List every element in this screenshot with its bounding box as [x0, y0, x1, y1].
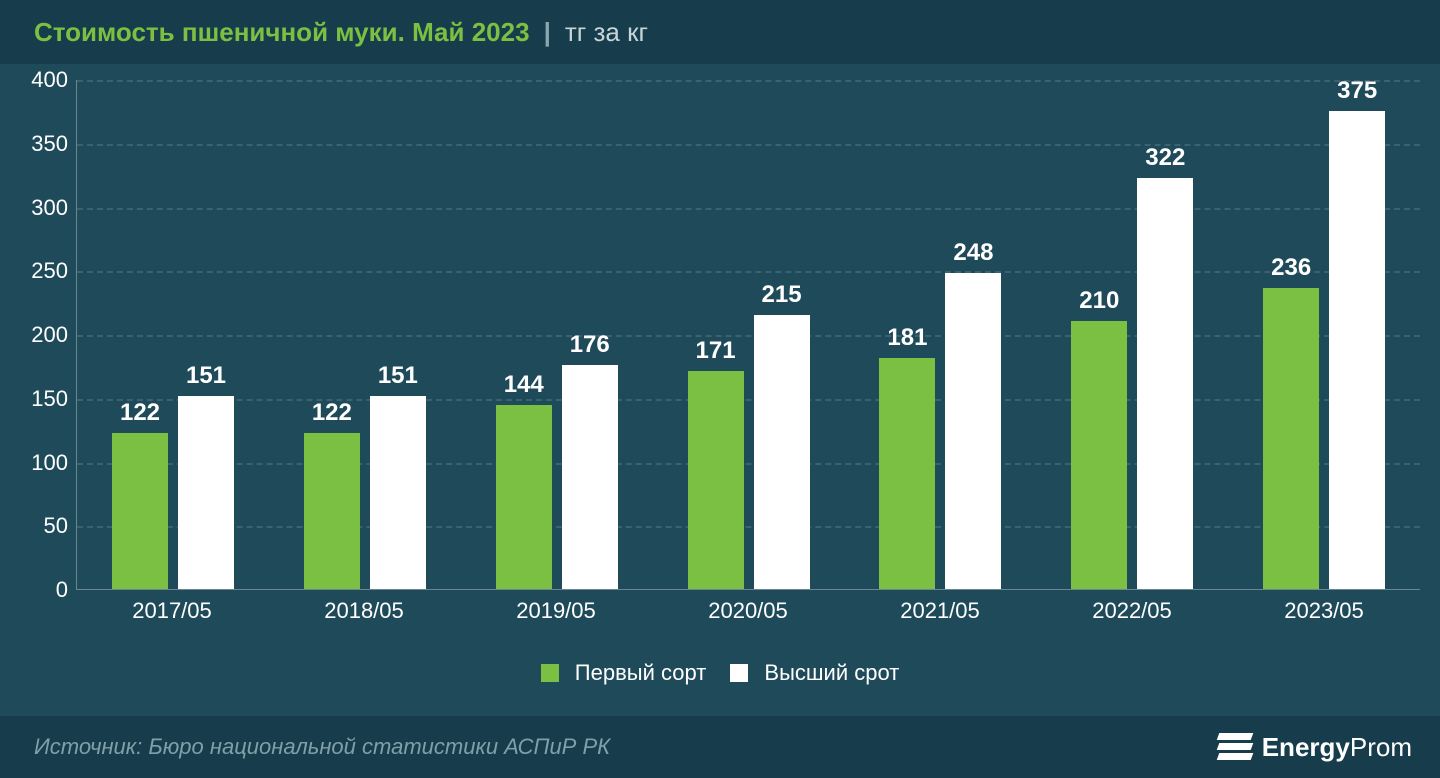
bar-value-label: 144 [496, 371, 552, 399]
x-axis-label: 2022/05 [1036, 598, 1228, 638]
x-axis-label: 2023/05 [1228, 598, 1420, 638]
bar-value-label: 171 [688, 337, 744, 365]
legend-label-a: Первый сорт [575, 660, 707, 685]
x-axis-label: 2021/05 [844, 598, 1036, 638]
bar-group: 122151 [269, 80, 461, 589]
chart-footer: Источник: Бюро национальной статистики А… [0, 716, 1440, 778]
legend-item-series-a: Первый сорт [541, 660, 707, 686]
bar-value-label: 236 [1263, 254, 1319, 282]
bar-value-label: 151 [178, 362, 234, 390]
brand-logo-bold: Energy [1262, 732, 1350, 762]
y-axis-tick: 400 [8, 67, 68, 93]
bar-value-label: 151 [370, 362, 426, 390]
plot-region: 1221511221511441761712151812482103222363… [76, 80, 1420, 590]
bar: 210 [1071, 321, 1127, 589]
chart-legend: Первый сорт Высший срот [0, 660, 1440, 686]
bar: 215 [754, 315, 810, 589]
chart-title-main: Стоимость пшеничной муки. Май 2023 [34, 17, 530, 48]
y-axis-tick: 350 [8, 131, 68, 157]
bar-value-label: 375 [1329, 77, 1385, 105]
y-axis-tick: 200 [8, 322, 68, 348]
bar: 122 [112, 433, 168, 589]
bar: 176 [562, 365, 618, 589]
y-axis-tick: 150 [8, 386, 68, 412]
bar: 236 [1263, 288, 1319, 589]
legend-swatch-b [730, 664, 748, 682]
bar-value-label: 248 [945, 239, 1001, 267]
x-axis-label: 2020/05 [652, 598, 844, 638]
y-axis-tick: 0 [8, 577, 68, 603]
bar-group: 181248 [844, 80, 1036, 589]
bar-group: 144176 [461, 80, 653, 589]
brand-logo-thin: Prom [1350, 732, 1412, 762]
bar: 151 [178, 396, 234, 589]
bar-group: 236375 [1228, 80, 1420, 589]
chart-header: Стоимость пшеничной муки. Май 2023 | тг … [0, 0, 1440, 64]
bar-group: 210322 [1036, 80, 1228, 589]
legend-swatch-a [541, 664, 559, 682]
bar: 144 [496, 405, 552, 589]
y-axis-tick: 250 [8, 258, 68, 284]
brand-logo: EnergyProm [1218, 732, 1412, 763]
bar: 151 [370, 396, 426, 589]
y-axis-tick: 50 [8, 513, 68, 539]
bar-value-label: 215 [754, 281, 810, 309]
y-axis-tick: 300 [8, 195, 68, 221]
bar: 375 [1329, 111, 1385, 589]
legend-item-series-b: Высший срот [730, 660, 899, 686]
bar-value-label: 176 [562, 331, 618, 359]
chart-plot-area: 050100150200250300350400 122151122151144… [20, 80, 1420, 640]
brand-logo-icon [1218, 733, 1252, 761]
bar: 171 [688, 371, 744, 589]
legend-label-b: Высший срот [764, 660, 899, 685]
bar: 122 [304, 433, 360, 589]
chart-title-separator: | [544, 17, 551, 48]
y-axis-tick: 100 [8, 450, 68, 476]
bar: 248 [945, 273, 1001, 589]
bar-group: 171215 [653, 80, 845, 589]
bar-value-label: 322 [1137, 144, 1193, 172]
brand-logo-text: EnergyProm [1262, 732, 1412, 763]
bar-value-label: 181 [879, 324, 935, 352]
bar: 181 [879, 358, 935, 589]
x-axis-label: 2017/05 [76, 598, 268, 638]
source-text: Источник: Бюро национальной статистики А… [34, 734, 610, 760]
bar-value-label: 122 [112, 399, 168, 427]
chart-title-sub: тг за кг [565, 17, 648, 48]
x-axis-label: 2019/05 [460, 598, 652, 638]
bar-group: 122151 [77, 80, 269, 589]
bar-value-label: 122 [304, 399, 360, 427]
x-axis-label: 2018/05 [268, 598, 460, 638]
bar: 322 [1137, 178, 1193, 589]
chart-container: Стоимость пшеничной муки. Май 2023 | тг … [0, 0, 1440, 778]
bar-value-label: 210 [1071, 287, 1127, 315]
